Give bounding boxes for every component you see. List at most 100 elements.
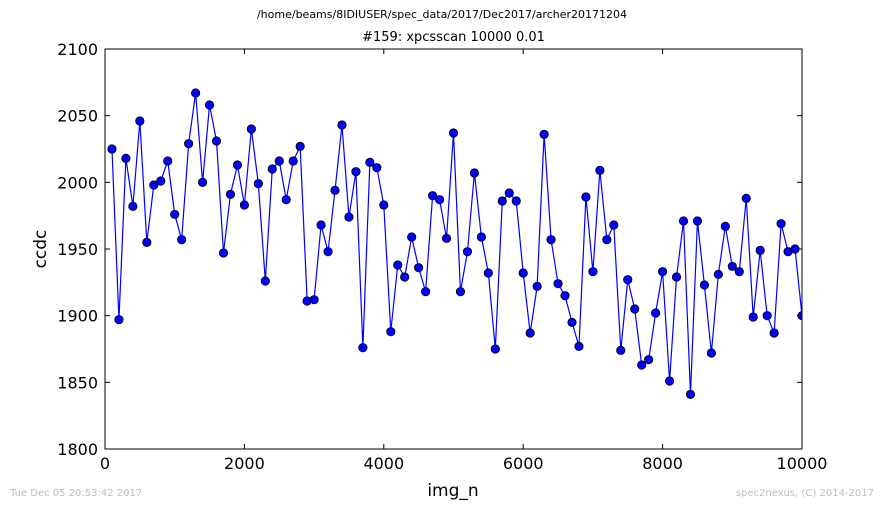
data-point xyxy=(741,193,751,203)
data-point xyxy=(177,235,187,245)
data-point xyxy=(623,275,633,285)
data-point xyxy=(678,216,689,226)
data-point xyxy=(121,153,131,163)
data-point xyxy=(574,341,584,351)
y-tick-label: 2050 xyxy=(57,107,98,126)
data-point xyxy=(497,196,507,206)
data-point xyxy=(295,141,305,151)
x-tick-label: 4000 xyxy=(363,454,404,473)
data-point xyxy=(588,267,598,277)
y-tick-label: 1950 xyxy=(57,240,98,259)
footer-credit: spec2nexus, (C) 2014-2017 xyxy=(735,488,874,499)
data-point xyxy=(713,269,723,279)
data-point xyxy=(260,276,270,286)
data-point xyxy=(748,312,758,322)
data-point xyxy=(511,196,521,206)
x-tick-label: 8000 xyxy=(642,454,683,473)
series-line xyxy=(111,92,802,395)
data-point xyxy=(246,124,256,134)
data-point xyxy=(776,219,786,229)
data-point xyxy=(769,328,779,338)
data-point xyxy=(434,195,445,205)
data-point xyxy=(539,129,549,139)
data-point xyxy=(400,272,410,282)
data-point xyxy=(107,144,117,154)
data-point xyxy=(239,200,249,210)
data-point xyxy=(135,116,145,126)
data-point xyxy=(232,160,243,170)
markers-layer xyxy=(107,88,802,399)
data-point xyxy=(657,267,668,277)
data-point xyxy=(602,235,612,245)
data-point xyxy=(344,212,354,222)
data-point xyxy=(393,260,403,270)
data-point xyxy=(560,291,570,301)
data-point xyxy=(734,267,744,277)
data-point xyxy=(170,209,180,219)
data-point xyxy=(553,279,563,289)
y-tick-label: 1800 xyxy=(57,440,98,459)
data-point xyxy=(372,163,382,173)
data-point xyxy=(692,216,703,226)
data-point xyxy=(204,100,215,110)
data-point xyxy=(414,263,424,273)
data-point xyxy=(706,348,716,358)
data-point xyxy=(490,344,500,354)
data-point xyxy=(671,272,682,282)
x-tick-label: 6000 xyxy=(503,454,544,473)
data-point xyxy=(191,88,201,98)
y-tick-label: 2000 xyxy=(57,173,98,192)
data-point xyxy=(532,281,542,291)
x-tick-label: 10000 xyxy=(777,454,828,473)
data-point xyxy=(630,304,640,314)
y-axis-label: ccdc xyxy=(31,230,51,269)
data-point xyxy=(455,287,466,297)
data-point xyxy=(211,136,222,146)
data-point xyxy=(720,221,730,231)
data-point xyxy=(441,233,452,243)
data-point xyxy=(156,176,166,186)
chart-title: #159: xpcsscan 10000 0.01 xyxy=(362,30,545,45)
y-tick-label: 2100 xyxy=(57,40,98,59)
data-point xyxy=(421,287,431,297)
data-point xyxy=(379,200,389,210)
x-axis-label: img_n xyxy=(427,481,478,501)
data-point xyxy=(504,188,514,198)
data-point xyxy=(323,247,333,257)
data-point xyxy=(755,245,765,255)
data-point xyxy=(567,317,577,327)
data-point xyxy=(365,157,375,167)
data-point xyxy=(518,268,528,278)
data-point xyxy=(274,156,284,166)
data-point xyxy=(525,328,535,338)
series-layer xyxy=(111,92,802,395)
data-point xyxy=(128,201,138,211)
data-point xyxy=(483,268,493,278)
data-point xyxy=(427,191,438,201)
x-tick-label: 0 xyxy=(100,454,110,473)
data-point xyxy=(581,192,591,202)
y-tick-label: 1850 xyxy=(57,373,98,392)
data-point xyxy=(316,220,326,230)
data-point xyxy=(149,180,159,190)
data-point xyxy=(476,232,486,242)
data-point xyxy=(114,315,124,325)
y-tick-label: 1900 xyxy=(57,307,98,326)
data-point xyxy=(762,311,772,321)
data-point xyxy=(197,177,208,187)
data-point xyxy=(595,165,605,175)
data-point xyxy=(267,164,277,174)
data-point xyxy=(469,168,480,178)
data-point xyxy=(288,156,298,166)
data-point xyxy=(281,195,291,205)
data-point xyxy=(609,220,619,230)
x-tick-label: 2000 xyxy=(224,454,265,473)
data-point xyxy=(407,232,417,242)
ticks-layer: 0 2000 4000 6000 8000 10000 1800 1850 1900 1950 20… xyxy=(57,40,827,473)
data-point xyxy=(184,139,194,149)
data-point xyxy=(462,247,473,257)
data-point xyxy=(225,189,236,199)
data-point xyxy=(616,345,626,355)
data-point xyxy=(253,179,263,189)
data-point xyxy=(386,327,396,337)
